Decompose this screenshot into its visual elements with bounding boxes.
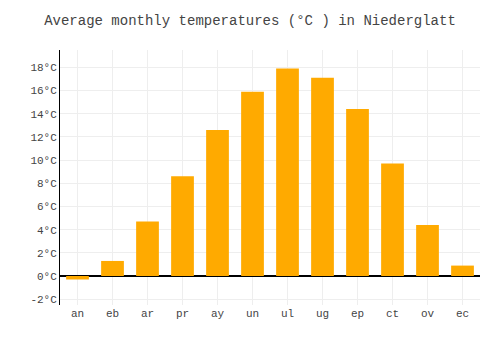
svg-text:10°C: 10°C bbox=[30, 155, 57, 167]
svg-text:6°C: 6°C bbox=[37, 201, 57, 213]
svg-text:ar: ar bbox=[141, 308, 154, 320]
svg-text:ec: ec bbox=[456, 308, 469, 320]
svg-text:ct: ct bbox=[386, 308, 399, 320]
svg-text:4°C: 4°C bbox=[37, 225, 57, 237]
svg-text:12°C: 12°C bbox=[30, 132, 57, 144]
svg-text:0°C: 0°C bbox=[37, 271, 57, 283]
svg-text:Average monthly temperatures (: Average monthly temperatures (°C ) in Ni… bbox=[44, 13, 456, 29]
svg-text:-2°C: -2°C bbox=[30, 294, 57, 306]
svg-text:ul: ul bbox=[281, 308, 294, 320]
svg-text:2°C: 2°C bbox=[37, 248, 57, 260]
svg-text:18°C: 18°C bbox=[30, 62, 57, 74]
svg-text:pr: pr bbox=[176, 308, 189, 320]
svg-text:ug: ug bbox=[316, 308, 329, 320]
svg-text:ep: ep bbox=[351, 308, 364, 320]
svg-text:eb: eb bbox=[106, 308, 119, 320]
svg-text:14°C: 14°C bbox=[30, 109, 57, 121]
svg-text:ov: ov bbox=[421, 308, 435, 320]
svg-text:16°C: 16°C bbox=[30, 85, 57, 97]
svg-text:8°C: 8°C bbox=[37, 178, 57, 190]
svg-text:ay: ay bbox=[211, 308, 225, 320]
svg-text:un: un bbox=[246, 308, 259, 320]
svg-text:an: an bbox=[71, 308, 84, 320]
